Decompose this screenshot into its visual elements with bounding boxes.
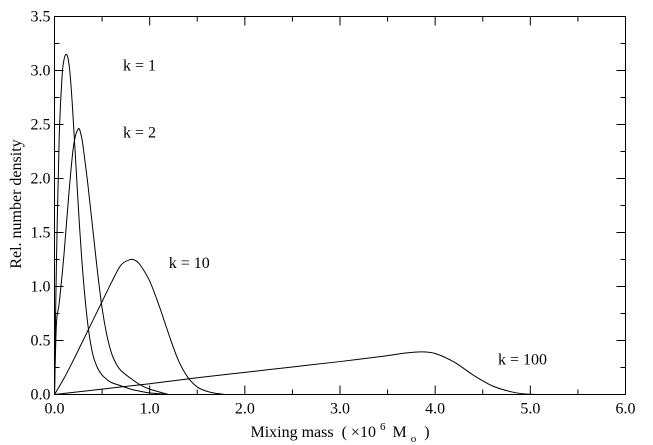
series-curves <box>54 53 540 395</box>
x-tick-label: 6.0 <box>616 401 636 418</box>
series-line-1 <box>54 53 169 395</box>
annotation-3: k = 10 <box>169 255 210 272</box>
annotation-1: k = 1 <box>123 58 156 75</box>
y-tick-label: 1.5 <box>31 225 51 242</box>
x-axis-label-times: ×10 <box>351 424 376 441</box>
x-axis-label-unit-sub: o <box>411 433 417 445</box>
series-line-2 <box>54 127 169 395</box>
x-tick-label: 2.0 <box>235 401 255 418</box>
curve-annotations: k = 1 k = 2 k = 10 k = 100 <box>123 58 547 369</box>
annotation-2: k = 2 <box>123 124 156 141</box>
y-tick-label: 2.5 <box>31 117 51 134</box>
x-tick-label: 4.0 <box>425 401 445 418</box>
x-axis-label-open: ( <box>342 424 351 441</box>
x-axis-label-unit: M <box>392 424 406 441</box>
x-tick-label: 3.0 <box>330 401 350 418</box>
y-tick-label: 0.5 <box>31 333 51 350</box>
x-tick-label: 5.0 <box>520 401 540 418</box>
tick-labels: 0.0 1.0 2.0 3.0 4.0 5.0 6.0 0.0 0.5 1.0 1.5 2.0 2.5 3… <box>31 9 636 418</box>
series-line-4 <box>54 351 540 395</box>
series-line-3 <box>54 258 226 395</box>
y-tick-label: 1.0 <box>31 279 51 296</box>
y-tick-label: 0.0 <box>31 387 51 404</box>
x-axis-label-main: Mixing mass <box>250 424 333 441</box>
x-axis-label-close: ) <box>424 424 429 441</box>
y-tick-label: 3.0 <box>31 63 51 80</box>
y-tick-label: 3.5 <box>31 9 51 26</box>
x-tick-label: 0.0 <box>45 401 65 418</box>
y-tick-label: 2.0 <box>31 171 51 188</box>
x-tick-label: 1.0 <box>140 401 160 418</box>
x-axis-label: Mixing mass ( ×10 6 M o ) <box>250 417 429 445</box>
annotation-4: k = 100 <box>498 351 547 368</box>
y-axis-label: Rel. number density <box>8 139 25 268</box>
x-axis-label-exp: 6 <box>380 421 386 433</box>
